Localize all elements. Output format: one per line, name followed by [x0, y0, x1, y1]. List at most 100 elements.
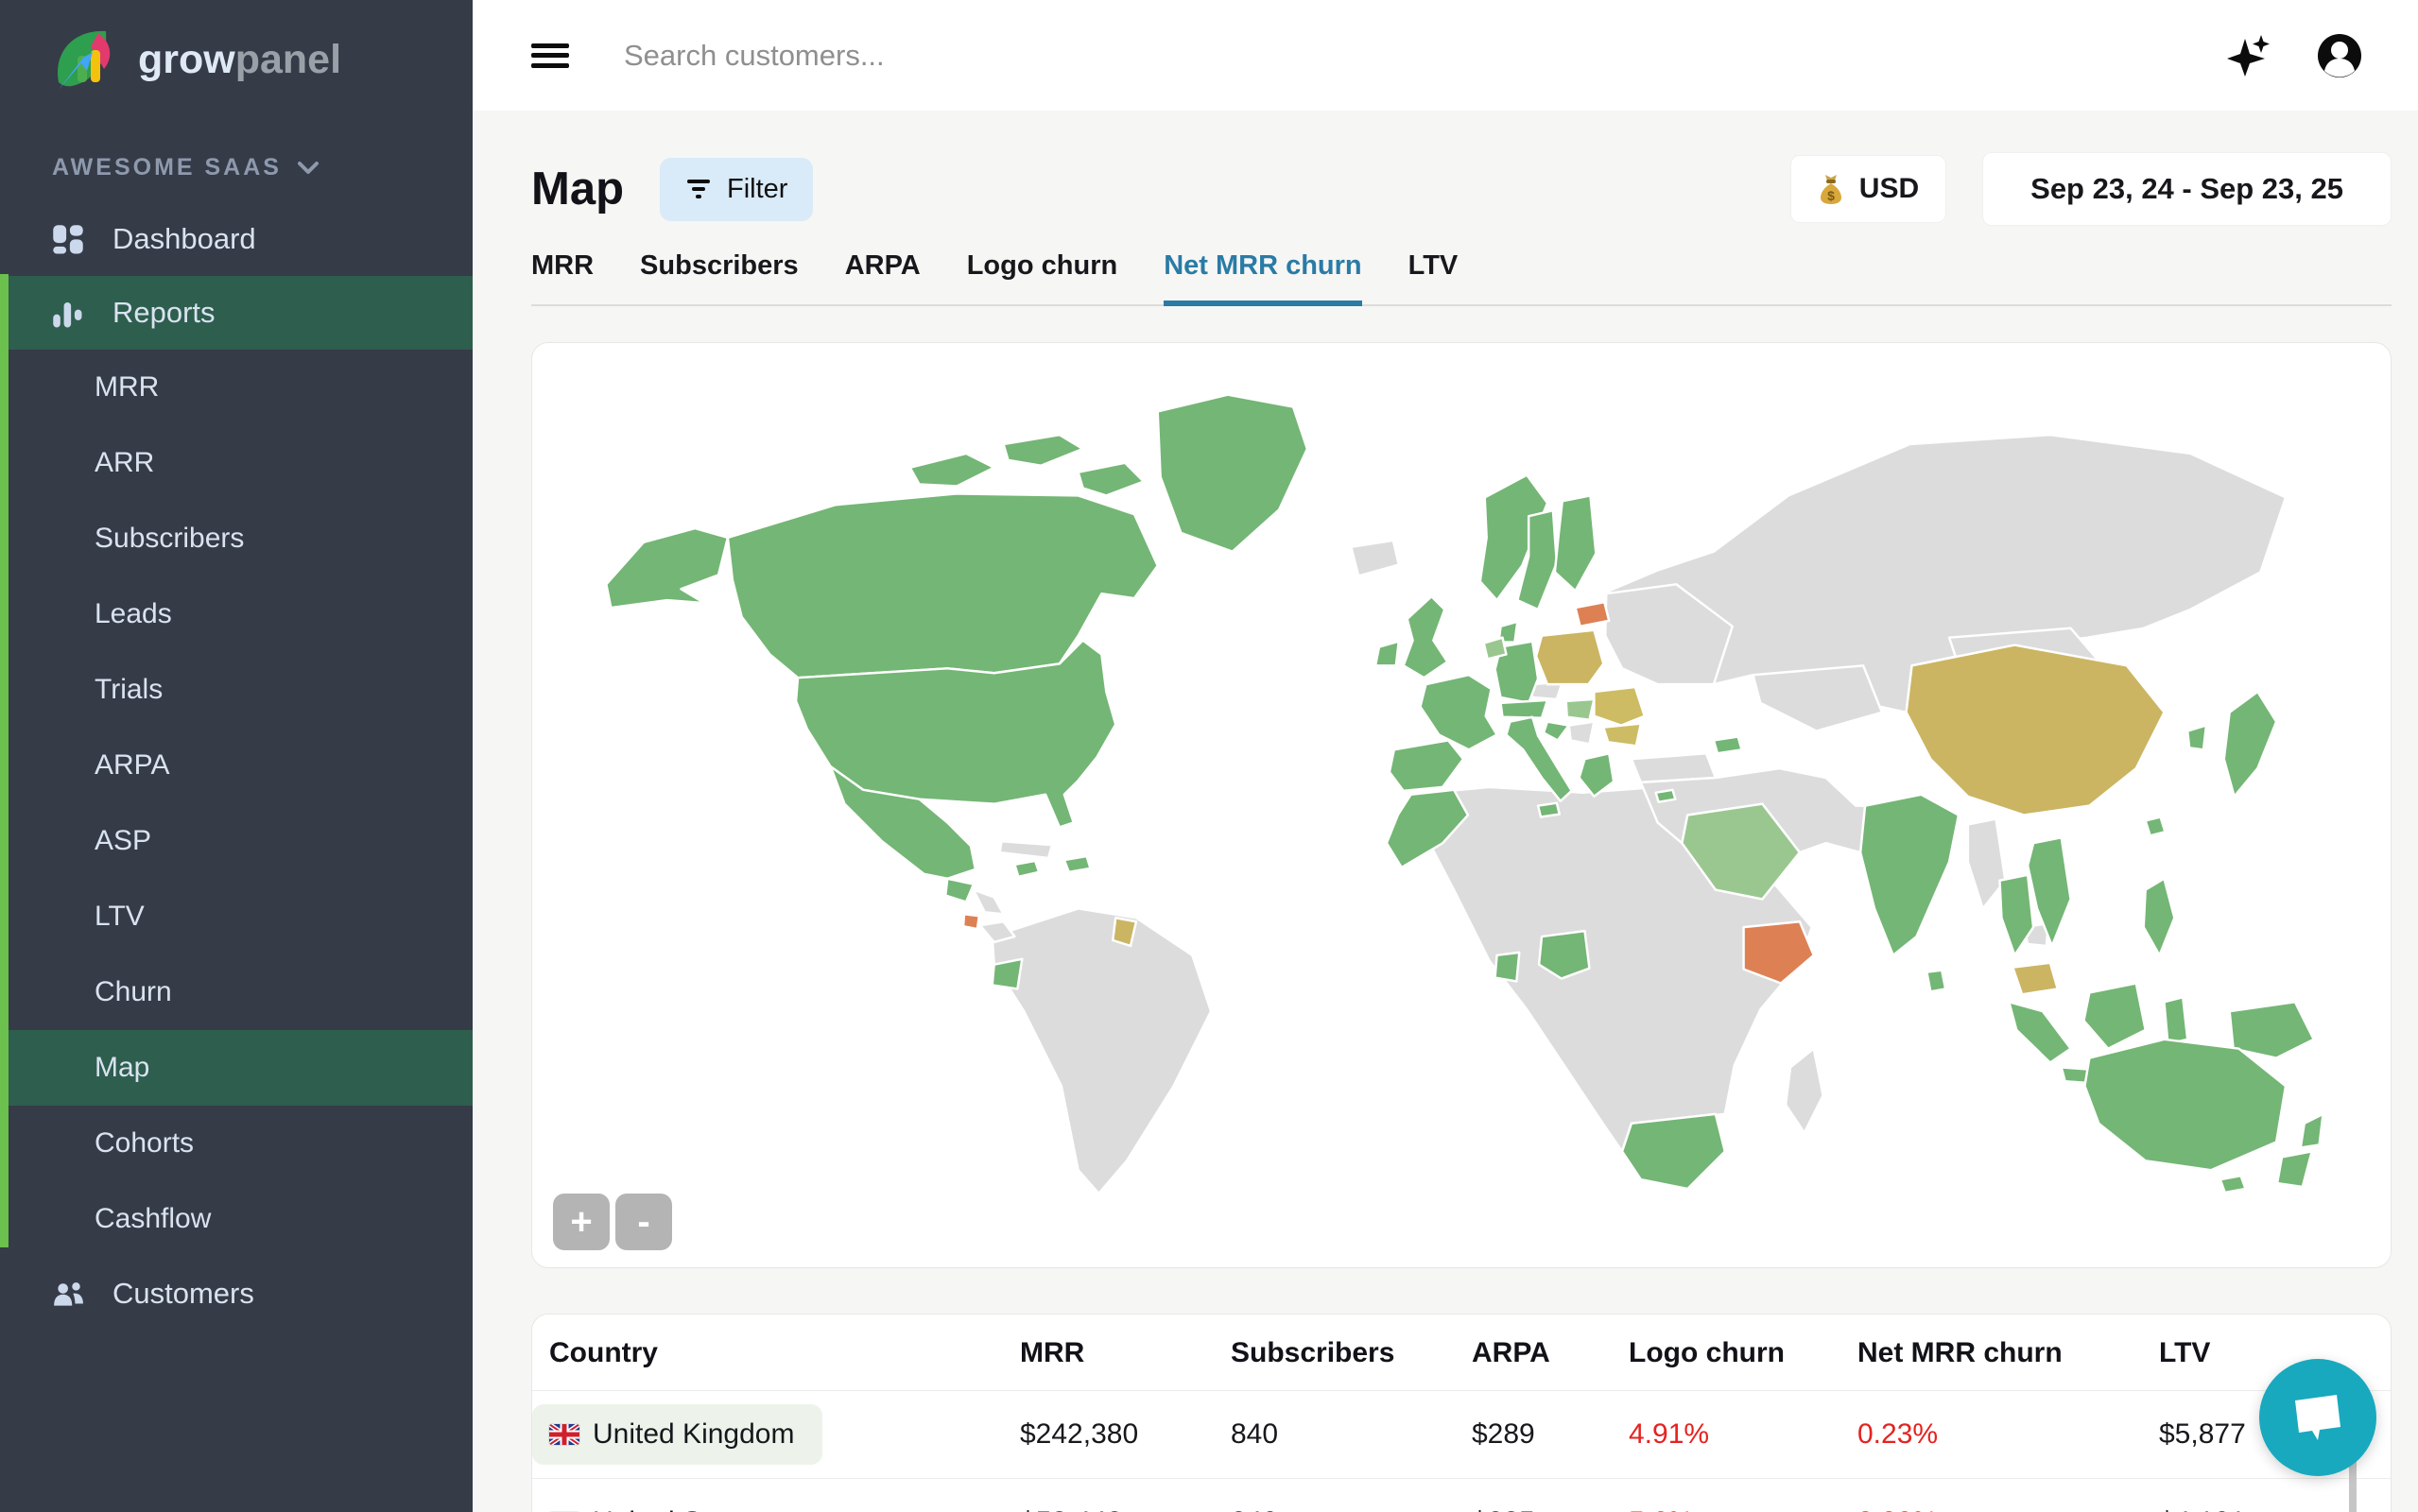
cell-ltv: $4,191: [2159, 1479, 2391, 1512]
country-cell: United Kingdom: [532, 1404, 823, 1465]
sidebar-item-label: ARR: [95, 447, 155, 478]
table-row-united-states[interactable]: United States $58,443 249 $235 5.6% 0.09…: [532, 1478, 2391, 1512]
sidebar-item-label: Trials: [95, 674, 164, 705]
search-input[interactable]: [624, 38, 2227, 73]
ai-assistant-button[interactable]: [2227, 33, 2271, 78]
column-header-arpa[interactable]: ARPA: [1472, 1337, 1550, 1368]
sidebar-item-cashflow[interactable]: Cashflow: [0, 1181, 473, 1257]
active-section-strip: [0, 274, 9, 1247]
bar-chart-icon: [52, 298, 84, 328]
cell-logo-churn: 5.6%: [1629, 1479, 1857, 1512]
sidebar-item-label: ARPA: [95, 749, 170, 781]
chat-launcher-button[interactable]: [2259, 1359, 2376, 1476]
cell-net-mrr-churn: 0.09%: [1857, 1479, 2159, 1512]
uk-flag-icon: [549, 1424, 579, 1445]
sparkle-icon: [2227, 34, 2270, 77]
sidebar-item-mrr[interactable]: MRR: [0, 350, 473, 425]
chevron-down-icon: [297, 162, 319, 174]
tab-arpa[interactable]: ARPA: [844, 250, 921, 281]
people-icon: [52, 1279, 84, 1309]
country-name: United Kingdom: [593, 1418, 795, 1450]
sidebar-item-reports[interactable]: Reports: [0, 276, 473, 350]
date-range-button[interactable]: Sep 23, 24 - Sep 23, 25: [1982, 152, 2392, 226]
cell-subscribers: 840: [1231, 1418, 1279, 1450]
sidebar-item-label: ASP: [95, 825, 152, 856]
growpanel-logo-text: growpanel: [138, 37, 341, 83]
column-header-subscribers[interactable]: Subscribers: [1231, 1337, 1395, 1368]
filter-button[interactable]: Filter: [660, 157, 814, 221]
svg-text:$: $: [1827, 188, 1835, 203]
filter-label: Filter: [727, 173, 788, 204]
sidebar-item-label: Map: [95, 1052, 150, 1083]
sidebar-item-label: Leads: [95, 598, 172, 629]
filter-icon: [687, 180, 710, 198]
sidebar-item-churn[interactable]: Churn: [0, 954, 473, 1030]
currency-button[interactable]: $ USD: [1789, 155, 1947, 223]
tab-logo-churn[interactable]: Logo churn: [966, 250, 1118, 281]
sidebar-item-label: Cohorts: [95, 1127, 195, 1159]
cell-subscribers: 249: [1231, 1479, 1472, 1512]
country-table: Country MRR Subscribers ARPA Logo churn …: [532, 1314, 2391, 1512]
tab-net-mrr-churn[interactable]: Net MRR churn: [1164, 250, 1362, 306]
page-content: Map Filter: [473, 111, 2418, 1512]
main-area: Map Filter: [473, 0, 2418, 1512]
map-countries-orange: [961, 600, 1815, 985]
sidebar-item-label: Subscribers: [95, 523, 245, 554]
sidebar-item-trials[interactable]: Trials: [0, 652, 473, 728]
sidebar-item-asp[interactable]: ASP: [0, 803, 473, 879]
sidebar-item-subscribers[interactable]: Subscribers: [0, 501, 473, 576]
map-countries-khaki: [1593, 685, 1647, 747]
cell-arpa: $289: [1472, 1418, 1535, 1450]
user-avatar-button[interactable]: [2316, 32, 2363, 79]
column-header-country[interactable]: Country: [549, 1337, 658, 1368]
column-header-net-mrr-churn[interactable]: Net MRR churn: [1857, 1337, 2063, 1368]
sidebar-item-dashboard[interactable]: Dashboard: [0, 202, 473, 276]
tab-ltv[interactable]: LTV: [1408, 250, 1459, 281]
cell-ltv: $5,877: [2159, 1418, 2246, 1450]
growpanel-logo[interactable]: growpanel: [0, 0, 473, 95]
chat-bubble-icon: [2295, 1395, 2340, 1440]
date-range-label: Sep 23, 24 - Sep 23, 25: [2030, 172, 2343, 205]
table-scrollbar[interactable]: [2349, 1456, 2357, 1512]
map-zoom-in-button[interactable]: +: [553, 1194, 610, 1250]
title-row: Map Filter: [531, 152, 2392, 226]
page-title: Map: [531, 163, 624, 215]
logo-grow: grow: [138, 36, 235, 82]
table-header-row: Country MRR Subscribers ARPA Logo churn …: [532, 1314, 2391, 1391]
workspace-selector[interactable]: AWESOME SAAS: [52, 154, 473, 181]
sidebar-item-map[interactable]: Map: [0, 1030, 473, 1106]
map-card: + -: [531, 342, 2392, 1268]
sidebar: growpanel AWESOME SAAS Dashbo: [0, 0, 473, 1512]
map-zoom-controls: + -: [553, 1194, 672, 1250]
dashboard-icon: [52, 224, 84, 254]
tab-subscribers[interactable]: Subscribers: [640, 250, 799, 281]
sidebar-item-leads[interactable]: Leads: [0, 576, 473, 652]
country-cell: United States: [532, 1492, 791, 1512]
map-zoom-out-button[interactable]: -: [615, 1194, 672, 1250]
sidebar-item-label: Dashboard: [112, 222, 256, 255]
map-countries-light-green: [1482, 636, 1802, 901]
cell-arpa: $235: [1472, 1479, 1629, 1512]
map-countries-tan: [1111, 628, 2166, 996]
world-map[interactable]: [555, 352, 2368, 1199]
sidebar-item-customers[interactable]: Customers: [0, 1257, 473, 1331]
sidebar-item-cohorts[interactable]: Cohorts: [0, 1106, 473, 1181]
tab-mrr[interactable]: MRR: [531, 250, 595, 281]
sidebar-item-ltv[interactable]: LTV: [0, 879, 473, 954]
money-bag-icon: $: [1820, 175, 1841, 204]
column-header-ltv[interactable]: LTV: [2159, 1337, 2211, 1368]
workspace-name: AWESOME SAAS: [52, 154, 282, 180]
column-header-mrr[interactable]: MRR: [1020, 1337, 1085, 1368]
hamburger-menu-button[interactable]: [531, 40, 569, 72]
sidebar-item-arr[interactable]: ARR: [0, 425, 473, 501]
sidebar-item-label: Churn: [95, 976, 172, 1007]
table-row-united-kingdom[interactable]: United Kingdom $242,380 840 $289 4.91% 0…: [532, 1390, 2391, 1479]
sidebar-nav: Dashboard Reports MRR ARR Subscribers Le…: [0, 202, 473, 1331]
growpanel-logo-icon: [58, 30, 111, 90]
sidebar-item-arpa[interactable]: ARPA: [0, 728, 473, 803]
country-name: United States: [593, 1506, 763, 1512]
column-header-logo-churn[interactable]: Logo churn: [1629, 1337, 1785, 1368]
report-tabs: MRR Subscribers ARPA Logo churn Net MRR …: [531, 250, 2392, 306]
sidebar-item-label: Reports: [112, 296, 216, 329]
avatar-icon: [2318, 33, 2361, 77]
